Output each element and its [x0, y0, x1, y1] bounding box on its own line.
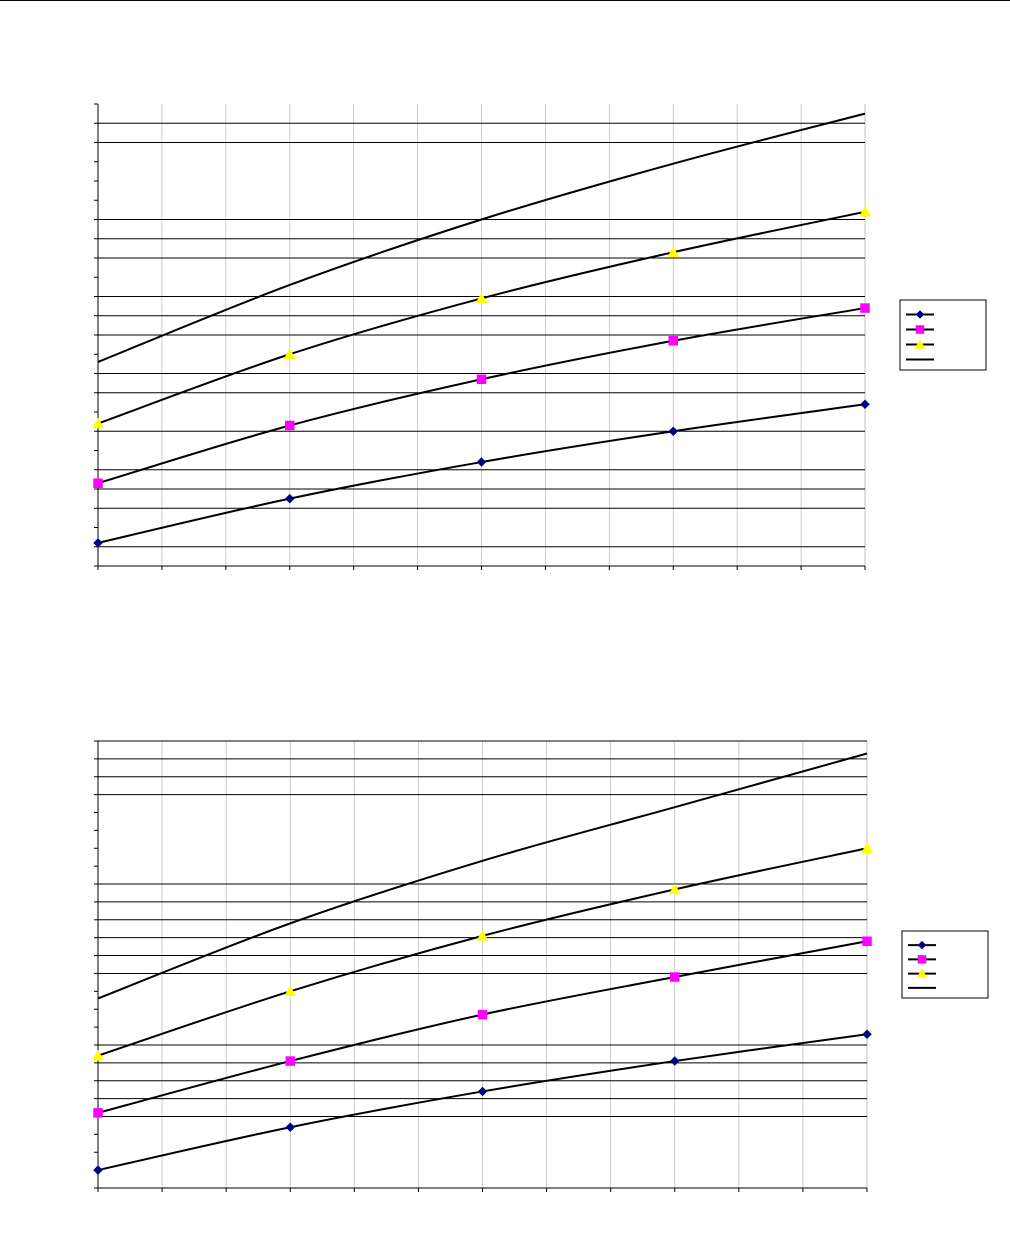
chart-1-series-2-point-3: [476, 374, 487, 385]
chart-2-legend-marker-3: [916, 968, 928, 978]
chart-1-series-4-line: [97, 112, 866, 363]
chart-1: [92, 103, 987, 570]
chart-1-series-3-point-5: [859, 205, 871, 217]
chart-2-legend-marker-1: [917, 940, 927, 950]
chart-2-series-3-point-1: [92, 1049, 104, 1061]
chart-1-series-3-point-2: [283, 348, 296, 359]
chart-2-series-2-point-2: [285, 1056, 295, 1066]
chart-1-legend-marker-1: [915, 310, 925, 319]
chart-1-series-3-point-1: [92, 417, 104, 429]
chart-2-series-1-point-3: [477, 1086, 488, 1097]
chart-2-series-2-point-1: [93, 1108, 103, 1118]
chart-2-series-1-point-2: [285, 1122, 296, 1133]
chart-2-legend-box: [901, 930, 989, 999]
chart-2-series-2-point-5: [862, 936, 872, 947]
chart-2-series-2-point-3: [477, 1009, 488, 1020]
chart-1-series-1-point-3: [476, 457, 487, 467]
chart-1-legend-marker-3: [914, 338, 926, 349]
chart-1-legend-marker-2: [915, 325, 925, 334]
chart-1-series-3-point-3: [475, 292, 488, 304]
chart-1-series-1-point-1: [93, 538, 103, 548]
chart-1-series-1-point-5: [860, 399, 870, 410]
chart-1-series-2-point-1: [93, 478, 103, 488]
chart-2-series-1-point-1: [93, 1165, 103, 1175]
chart-1-series-1-point-4: [668, 426, 679, 437]
chart-2-series-3-point-3: [476, 929, 489, 941]
chart-1-series-1-point-2: [284, 493, 295, 504]
chart-2-legend-marker-2: [917, 955, 927, 964]
chart-2: [92, 740, 989, 1192]
chart-2-series-1-point-4: [669, 1056, 680, 1066]
chart-1-series-2-point-4: [668, 336, 678, 346]
chart-1-series-2-point-2: [285, 420, 295, 431]
chart-2-series-2-point-4: [670, 972, 680, 982]
chart-2-series-4-line: [97, 752, 868, 1000]
chart-1-series-3-point-4: [667, 246, 680, 257]
chart-1-series-2-point-5: [860, 303, 870, 313]
chart-2-series-3-point-2: [284, 985, 297, 997]
top-rule: [0, 0, 1010, 1]
chart-1-legend-box: [899, 299, 987, 371]
chart-2-series-1-point-5: [862, 1029, 872, 1040]
chart-2-series-3-point-4: [668, 883, 681, 895]
chart-2-series-3-point-5: [861, 842, 873, 854]
